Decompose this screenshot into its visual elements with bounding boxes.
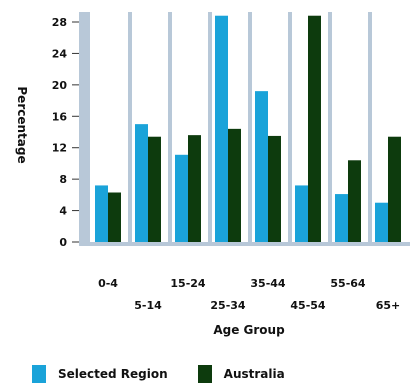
bar-australia-0-4	[108, 192, 121, 242]
category-separator	[368, 12, 372, 242]
legend-swatch-selected-region	[32, 365, 46, 383]
bar-australia-25-34	[228, 128, 241, 242]
bar-australia-35-44	[268, 135, 281, 242]
category-separators	[128, 12, 372, 242]
y-axis: 0 4 8 12 16 20 24 28	[52, 12, 410, 249]
bar-selected-region-25-34	[215, 15, 228, 243]
x-axis-band	[79, 242, 410, 246]
bar-selected-region-65+	[375, 202, 388, 242]
y-tick-label: 12	[52, 142, 67, 155]
bar-australia-15-24	[188, 135, 201, 242]
bar-australia-45-54	[308, 15, 321, 243]
bar-selected-region-55-64	[335, 194, 348, 242]
x-axis-ticks: 0-4 5-14 15-24 25-34 35-44 45-54 55-64 65+	[98, 277, 400, 312]
legend-item-selected-region: Selected Region	[32, 365, 168, 383]
x-tick-label: 0-4	[98, 277, 118, 290]
category-separator	[248, 12, 252, 242]
category-separator	[288, 12, 292, 242]
bar-australia-5-14	[148, 136, 161, 242]
x-tick-label: 45-54	[290, 299, 326, 312]
x-tick-label: 55-64	[330, 277, 366, 290]
x-tick-label: 65+	[376, 299, 401, 312]
y-tick-label: 20	[52, 79, 68, 92]
y-tick-label: 0	[59, 236, 67, 249]
category-separator	[208, 12, 212, 242]
category-separator	[128, 12, 132, 242]
category-separator	[328, 12, 332, 242]
legend-label-selected-region: Selected Region	[58, 367, 168, 381]
y-axis-title: Percentage	[15, 86, 29, 163]
legend-swatch-australia	[197, 365, 212, 383]
y-tick-label: 4	[59, 205, 67, 218]
bar-australia-65+	[388, 136, 401, 242]
bars	[95, 15, 401, 243]
x-tick-label: 35-44	[250, 277, 286, 290]
legend-item-australia: Australia	[197, 365, 285, 383]
y-tick-label: 16	[52, 110, 68, 123]
bar-selected-region-0-4	[95, 185, 108, 242]
y-tick-label: 8	[59, 173, 67, 186]
bar-selected-region-5-14	[135, 124, 148, 242]
bar-selected-region-15-24	[175, 154, 188, 242]
legend-label-australia: Australia	[223, 367, 285, 381]
x-tick-label: 5-14	[134, 299, 162, 312]
bar-selected-region-45-54	[295, 185, 308, 242]
x-axis-title: Age Group	[213, 323, 285, 337]
bar-selected-region-35-44	[255, 91, 268, 243]
x-tick-label: 15-24	[170, 277, 206, 290]
y-tick-label: 24	[52, 47, 68, 60]
y-tick-label: 28	[52, 16, 67, 29]
y-axis-band	[79, 12, 90, 246]
x-tick-label: 25-34	[210, 299, 246, 312]
category-separator	[168, 12, 172, 242]
bar-australia-55-64	[348, 160, 361, 242]
legend: Selected Region Australia	[32, 364, 315, 384]
